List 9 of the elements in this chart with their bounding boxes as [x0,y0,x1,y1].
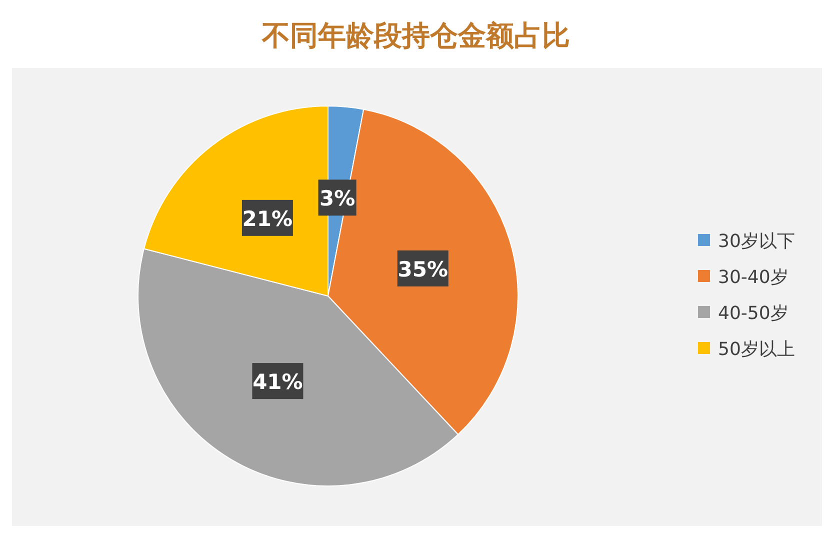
data-label: 35% [398,257,448,282]
legend-label: 30-40岁 [718,267,788,288]
data-label: 3% [319,186,356,211]
legend-label: 50岁以上 [718,339,795,360]
legend-label: 30岁以下 [718,231,795,252]
data-label: 41% [252,370,303,394]
chart-title: 不同年龄段持仓金额占比 [261,19,570,52]
data-label: 21% [242,206,293,231]
legend-label: 40-50岁 [718,303,788,324]
